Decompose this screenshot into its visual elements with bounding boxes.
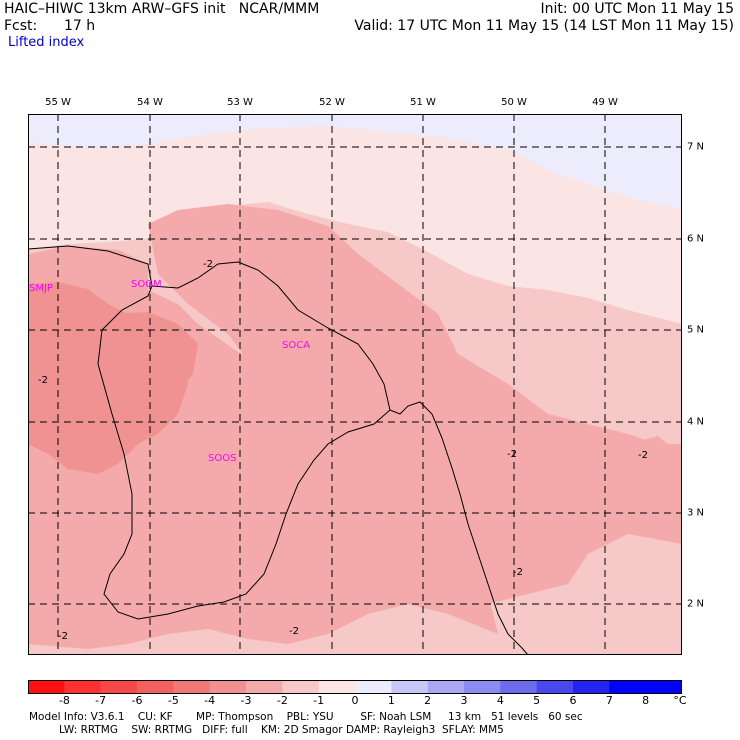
colorbar: [28, 680, 682, 694]
colorbar-box: [500, 680, 538, 694]
contour-label: -2: [289, 626, 299, 637]
lat-label: 4 N: [687, 416, 705, 428]
contour-label: -2: [507, 449, 517, 460]
colorbar-box: [64, 680, 102, 694]
colorbar-tick-label: 5: [533, 694, 541, 707]
station-label: SOCA: [282, 340, 311, 351]
shade-level-minus3: [108, 312, 198, 399]
colorbar-tick-label: 1: [387, 694, 395, 707]
lon-label: 51 W: [410, 97, 436, 108]
field-name: Lifted index: [8, 35, 85, 50]
colorbar-box: [609, 680, 647, 694]
colorbar-box: [100, 680, 138, 694]
contour-label: -2: [513, 567, 523, 578]
colorbar-box: [246, 680, 283, 694]
contour-label: -2: [58, 631, 68, 642]
colorbar-box: [282, 680, 320, 694]
colorbar-box: [28, 680, 65, 694]
shade-level-plus0: [468, 114, 682, 209]
map-frame: [28, 114, 682, 655]
shade-level-minus2: [528, 414, 682, 504]
colorbar-tick-label: -3: [240, 694, 252, 707]
model-title: HAIC–HIWC 13km ARW–GFS init NCAR/MMM: [4, 1, 320, 17]
lat-label: 7 N: [687, 141, 705, 153]
forecast-hour: 17 h: [64, 18, 96, 34]
colorbar-tick-label: -4: [204, 694, 216, 707]
model-info-line1: Model Info: V3.6.1 CU: KF MP: Thompson P…: [29, 711, 583, 723]
colorbar-box: [355, 680, 392, 694]
colorbar-tick-label: 3: [460, 694, 468, 707]
coastline: [28, 245, 529, 655]
lat-label: 5 N: [687, 324, 705, 336]
colorbar-box: [464, 680, 501, 694]
lon-label: 50 W: [501, 97, 527, 108]
colorbar-tick-label: -8: [58, 694, 70, 707]
lat-lon-grid: [28, 114, 682, 655]
colorbar-tick-label: -6: [131, 694, 143, 707]
lon-label: 49 W: [592, 97, 618, 108]
colorbar-tick-label: -2: [276, 694, 288, 707]
colorbar-box: [173, 680, 211, 694]
colorbar-tick-label: 0: [351, 694, 359, 707]
colorbar-box: [391, 680, 429, 694]
contour-label: -2: [203, 259, 213, 270]
model-info-line2: LW: RRTMG SW: RRTMG DIFF: full KM: 2D Sm…: [29, 724, 504, 736]
colorbar-box: [427, 680, 465, 694]
lat-label: 2 N: [687, 598, 705, 610]
colorbar-box: [137, 680, 174, 694]
colorbar-tick-label: 2: [424, 694, 432, 707]
lon-label: 53 W: [227, 97, 253, 108]
colorbar-box: [573, 680, 610, 694]
shade-level-minus2: [628, 436, 673, 466]
colorbar-tick-label: 8: [642, 694, 650, 707]
colorbar-box: [318, 680, 356, 694]
forecast-label: Fcst:: [4, 18, 38, 34]
border: [97, 285, 391, 620]
station-label: SOGM: [131, 279, 162, 290]
valid-time: Valid: 17 UTC Mon 11 May 15 (14 LST Mon …: [354, 18, 734, 34]
lat-label: 6 N: [687, 233, 705, 245]
colorbar-box: [209, 680, 247, 694]
colorbar-box: [536, 680, 574, 694]
colorbar-frame: [28, 680, 682, 694]
init-time: Init: 00 UTC Mon 11 May 15: [540, 1, 734, 17]
colorbar-tick-label: -1: [313, 694, 325, 707]
lon-label: 54 W: [137, 97, 163, 108]
lifted-index-map: [28, 114, 682, 655]
lat-label: 3 N: [687, 507, 705, 519]
contour-label: -2: [638, 450, 648, 461]
station-label: SOOS: [208, 453, 237, 464]
shade-level-minus2: [148, 204, 682, 609]
station-label: SMJP: [29, 283, 53, 294]
colorbar-tick-label: 7: [605, 694, 613, 707]
shade-level-plus0: [28, 114, 288, 132]
colorbar-box: [645, 680, 682, 694]
contour-label: -2: [38, 375, 48, 386]
colorbar-tick-label: -5: [167, 694, 179, 707]
colorbar-tick-label: 6: [569, 694, 577, 707]
colorbar-tick-label: 4: [496, 694, 504, 707]
colorbar-unit: °C: [673, 694, 687, 707]
lon-label: 55 W: [45, 97, 71, 108]
colorbar-tick-label: -7: [95, 694, 107, 707]
lon-label: 52 W: [319, 97, 345, 108]
